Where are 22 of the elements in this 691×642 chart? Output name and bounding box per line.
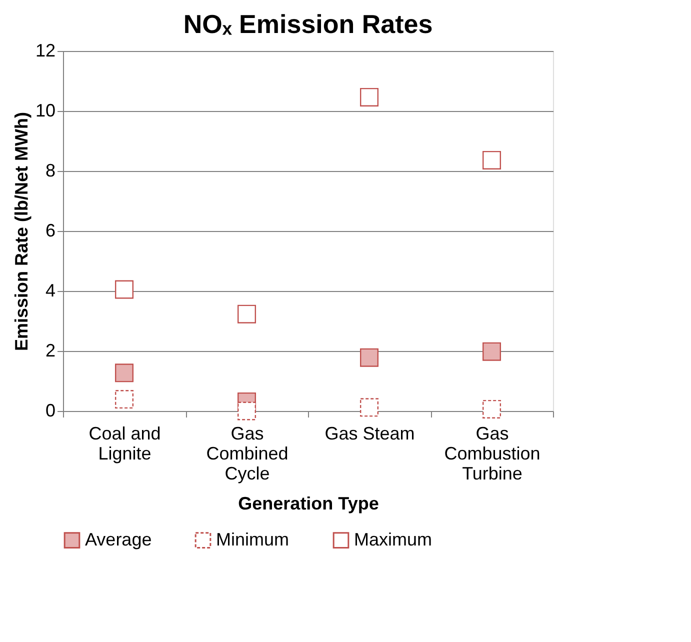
y-tick-label: 10 [35,100,56,120]
point [360,348,379,367]
y-tick-label: 4 [45,280,56,300]
point [114,280,134,299]
x-tick-label: Gas Combined Cycle [206,424,288,484]
chart-title: NOₓ Emission Rates [183,9,433,39]
y-tick-label: 6 [45,220,56,240]
y-tick-label: 12 [35,40,56,60]
point [482,342,502,361]
x-axis-title: Generation Type [238,494,379,514]
legend-label: Minimum [216,529,290,550]
x-tick-label: Coal and Lignite [88,424,161,464]
x-tick-label: Gas Steam [324,424,415,444]
legend-label: Average [85,529,152,550]
legend-label: Maximum [354,529,432,550]
y-axis-title: Emission Rate (lb/Net MWh) [11,112,32,352]
point [114,364,134,382]
y-tick-label: 2 [45,340,56,360]
y-tick-label: 0 [45,400,56,420]
x-tick-label: Gas Combustion Turbine [444,424,540,484]
point [237,402,256,420]
y-tick-label: 8 [45,160,56,180]
